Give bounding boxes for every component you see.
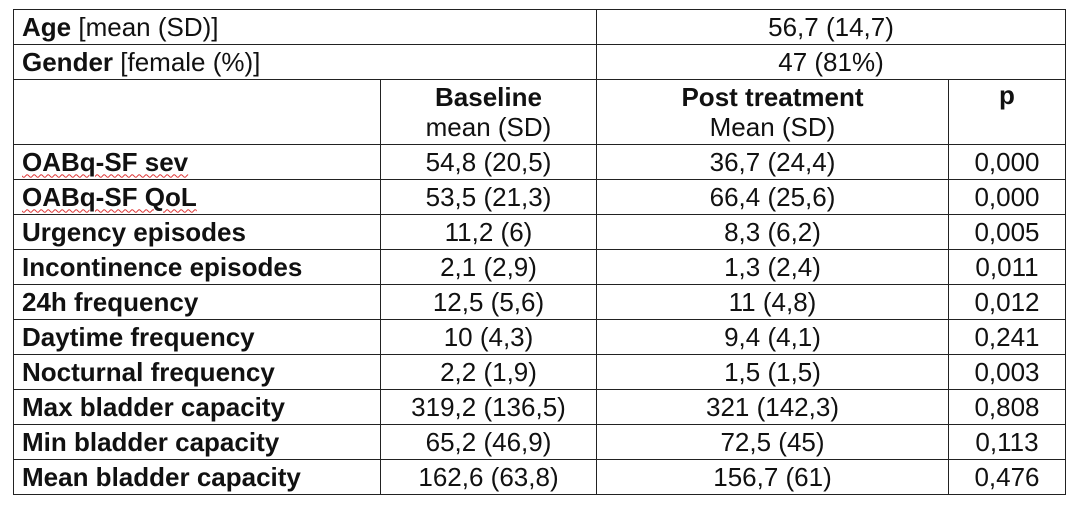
- p-value: 0,000: [948, 144, 1066, 180]
- table-row: Incontinence episodes 2,1 (2,9) 1,3 (2,4) 0…: [13, 249, 1066, 285]
- p-value: 0,003: [948, 354, 1066, 390]
- post-treatment-value: 321 (142,3): [596, 389, 949, 425]
- table-row: Daytime frequency 10 (4,3) 9,4 (4,1) 0,241: [13, 319, 1066, 355]
- baseline-value: 54,8 (20,5): [380, 144, 597, 180]
- row-label: 24h frequency: [13, 284, 381, 320]
- table-row: OABq-SF sev 54,8 (20,5) 36,7 (24,4) 0,000: [13, 144, 1066, 180]
- header-row: Baseline mean (SD) Post treatment Mean (…: [13, 79, 1066, 145]
- header-empty-cell: [13, 79, 381, 145]
- table-row-gender: Gender [female (%)] 47 (81%): [13, 44, 1066, 80]
- data-rows: OABq-SF sev 54,8 (20,5) 36,7 (24,4) 0,000 OA…: [13, 144, 1066, 495]
- p-value: 0,000: [948, 179, 1066, 215]
- p-value: 0,476: [948, 459, 1066, 495]
- post-treatment-value: 1,3 (2,4): [596, 249, 949, 285]
- spellcheck-underlined-text: OABq-SF sev: [22, 146, 189, 177]
- post-treatment-value: 8,3 (6,2): [596, 214, 949, 250]
- baseline-value: 319,2 (136,5): [380, 389, 597, 425]
- post-treatment-value: 156,7 (61): [596, 459, 949, 495]
- table-row: 24h frequency 12,5 (5,6) 11 (4,8) 0,012: [13, 284, 1066, 320]
- header-baseline: Baseline mean (SD): [380, 79, 597, 145]
- p-value: 0,113: [948, 424, 1066, 460]
- row-label: OABq-SF QoL: [13, 179, 381, 215]
- header-post-treatment: Post treatment Mean (SD): [596, 79, 949, 145]
- p-value: 0,808: [948, 389, 1066, 425]
- p-value: 0,241: [948, 319, 1066, 355]
- post-treatment-value: 72,5 (45): [596, 424, 949, 460]
- post-treatment-value: 36,7 (24,4): [596, 144, 949, 180]
- post-treatment-value: 11 (4,8): [596, 284, 949, 320]
- results-table: Age [mean (SD)] 56,7 (14,7) Gender [fema…: [13, 9, 1066, 495]
- row-label: OABq-SF sev: [13, 144, 381, 180]
- baseline-value: 12,5 (5,6): [380, 284, 597, 320]
- post-treatment-value: 1,5 (1,5): [596, 354, 949, 390]
- p-value: 0,012: [948, 284, 1066, 320]
- spellcheck-underlined-text: OABq-SF QoL: [22, 181, 197, 212]
- baseline-value: 53,5 (21,3): [380, 179, 597, 215]
- row-label: Urgency episodes: [13, 214, 381, 250]
- baseline-value: 2,2 (1,9): [380, 354, 597, 390]
- row-value: 56,7 (14,7): [596, 9, 1066, 45]
- p-value: 0,005: [948, 214, 1066, 250]
- table-row: Urgency episodes 11,2 (6) 8,3 (6,2) 0,005: [13, 214, 1066, 250]
- table-row: Mean bladder capacity 162,6 (63,8) 156,7 (…: [13, 459, 1066, 495]
- row-label: Min bladder capacity: [13, 424, 381, 460]
- table-row: OABq-SF QoL 53,5 (21,3) 66,4 (25,6) 0,000: [13, 179, 1066, 215]
- header-p: p: [948, 79, 1066, 145]
- row-value: 47 (81%): [596, 44, 1066, 80]
- baseline-value: 65,2 (46,9): [380, 424, 597, 460]
- table-row: Min bladder capacity 65,2 (46,9) 72,5 (45)…: [13, 424, 1066, 460]
- row-label: Incontinence episodes: [13, 249, 381, 285]
- row-label: Gender [female (%)]: [13, 44, 597, 80]
- row-label: Age [mean (SD)]: [13, 9, 597, 45]
- table-row: Max bladder capacity 319,2 (136,5) 321 (14…: [13, 389, 1066, 425]
- baseline-value: 2,1 (2,9): [380, 249, 597, 285]
- baseline-value: 10 (4,3): [380, 319, 597, 355]
- row-label: Nocturnal frequency: [13, 354, 381, 390]
- p-value: 0,011: [948, 249, 1066, 285]
- baseline-value: 162,6 (63,8): [380, 459, 597, 495]
- baseline-value: 11,2 (6): [380, 214, 597, 250]
- row-label: Daytime frequency: [13, 319, 381, 355]
- post-treatment-value: 66,4 (25,6): [596, 179, 949, 215]
- table-row: Nocturnal frequency 2,2 (1,9) 1,5 (1,5) 0,0…: [13, 354, 1066, 390]
- post-treatment-value: 9,4 (4,1): [596, 319, 949, 355]
- row-label: Mean bladder capacity: [13, 459, 381, 495]
- row-label: Max bladder capacity: [13, 389, 381, 425]
- table-row-age: Age [mean (SD)] 56,7 (14,7): [13, 9, 1066, 45]
